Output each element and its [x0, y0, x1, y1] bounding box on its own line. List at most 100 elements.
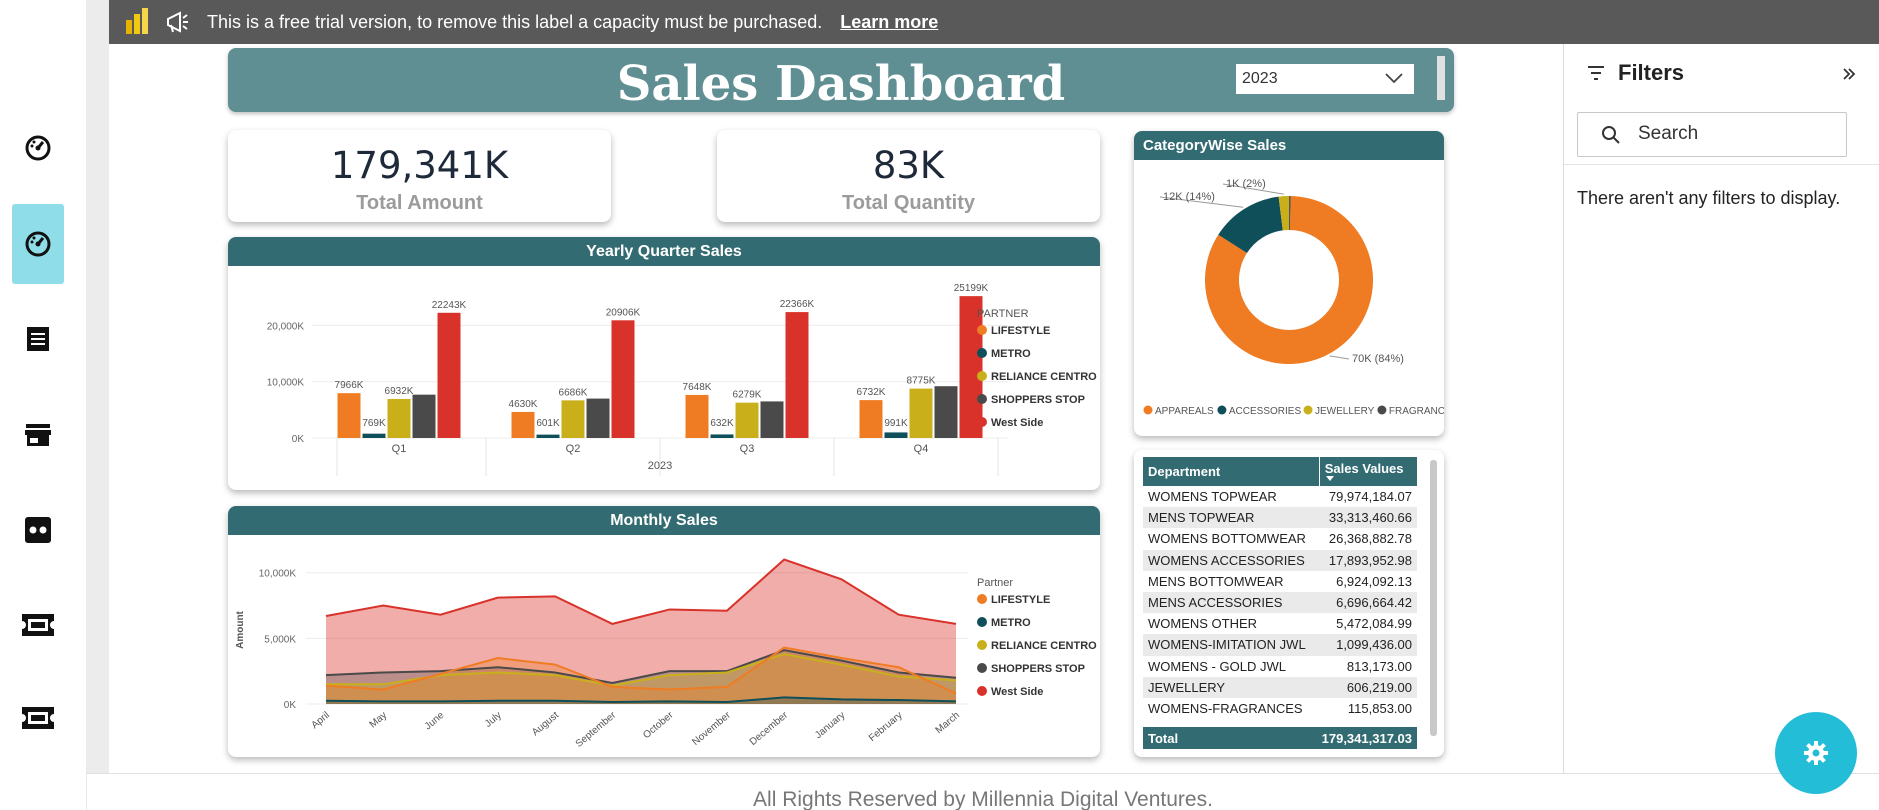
sort-descending-icon — [1325, 476, 1334, 481]
sales-value-cell: 115,853.00 — [1347, 700, 1412, 716]
footer-text: All Rights Reserved by Millennia Digital… — [753, 788, 1213, 810]
department-cell: MENS ACCESSORIES — [1143, 591, 1320, 614]
legend-label: RELIANCE CENTRO — [991, 371, 1097, 383]
table-row[interactable]: JEWELLERY 606,219.00 — [1143, 676, 1417, 698]
x-tick-label: March — [934, 710, 962, 736]
y-tick-label: 0K — [292, 434, 305, 445]
x-tick-label: Q3 — [740, 443, 755, 455]
kpi-value: 179,341K — [330, 144, 509, 187]
kpi-value: 83K — [872, 144, 945, 187]
filters-title: Filters — [1618, 60, 1685, 85]
nav-sales-dashboard-button[interactable] — [12, 204, 64, 284]
data-label: 8775K — [907, 376, 936, 387]
page-footer: All Rights Reserved by Millennia Digital… — [87, 773, 1879, 810]
x-tick-label: October — [641, 709, 676, 741]
bar — [337, 393, 361, 438]
table-row[interactable]: MENS BOTTOMWEAR 6,924,092.13 — [1143, 571, 1417, 592]
nav-dots-button[interactable] — [12, 490, 64, 570]
data-label: 6732K — [857, 387, 886, 398]
legend-marker — [1303, 405, 1313, 415]
bar — [785, 312, 809, 438]
data-label: 7966K — [335, 380, 364, 391]
legend-marker — [1217, 405, 1227, 415]
bar — [387, 398, 411, 438]
x-tick-label: January — [813, 710, 847, 741]
table-total-row: Total 179,341,317.03 — [1143, 727, 1417, 749]
dashboard-icon — [25, 231, 51, 257]
table-row[interactable]: WOMENS TOPWEAR 79,974,184.07 — [1143, 486, 1417, 507]
slice-label: 1K (2%) — [1226, 178, 1266, 190]
chart-title: Yearly Quarter Sales — [228, 237, 1100, 266]
monthly-sales-chart[interactable]: 0K 5,000K 10,000K Amount April May June July Aug… — [228, 535, 1100, 757]
x-axis-year-label: 2023 — [648, 460, 672, 472]
department-cell: MENS BOTTOMWEAR — [1148, 573, 1284, 589]
legend-label: West Side — [991, 417, 1043, 429]
department-table: Department Sales Values WOMENS TOPWEAR 79… — [1143, 457, 1417, 719]
nav-receipt-button[interactable] — [12, 299, 64, 379]
bar — [859, 400, 883, 438]
table-row[interactable]: WOMENS - GOLD JWL 813,173.00 — [1143, 656, 1417, 677]
bar — [884, 432, 908, 438]
nav-ticket-button-2[interactable] — [12, 678, 64, 758]
legend-label: LIFESTYLE — [991, 594, 1050, 606]
year-dropdown-value: 2023 — [1242, 70, 1278, 87]
learn-more-link[interactable]: Learn more — [840, 11, 939, 32]
bar — [611, 320, 635, 438]
legend-marker — [977, 617, 987, 627]
sales-value-cell: 79,974,184.07 — [1328, 489, 1412, 505]
column-header-department[interactable]: Department — [1143, 457, 1320, 486]
x-tick-label: February — [867, 710, 905, 744]
area-fill — [326, 647, 956, 704]
table-row[interactable]: WOMENS ACCESSORIES 17,893,952.98 — [1143, 549, 1417, 571]
table-row[interactable]: MENS TOPWEAR 33,313,460.66 — [1143, 507, 1417, 529]
data-label: 991K — [884, 418, 908, 429]
donut-slice — [1278, 196, 1290, 231]
department-cell: WOMENS OTHER — [1148, 616, 1258, 632]
bar — [437, 312, 461, 438]
legend-title: Partner — [977, 577, 1013, 589]
ticket-icon — [22, 707, 54, 729]
nav-store-button[interactable] — [12, 395, 64, 475]
sales-value-cell: 5,472,084.99 — [1336, 616, 1412, 632]
kpi-label: Total Amount — [356, 192, 483, 214]
data-label: 22366K — [780, 299, 815, 310]
settings-button[interactable] — [1775, 712, 1857, 794]
category-donut-chart[interactable]: 70K (84%) 12K (14%) 1K (2%) APPAREALS ACCESS… — [1134, 160, 1444, 436]
table-row[interactable]: MENS ACCESSORIES 6,696,664.42 — [1143, 591, 1417, 614]
column-header-sales-values[interactable]: Sales Values — [1318, 457, 1417, 486]
filter-search-input[interactable]: Search — [1577, 112, 1847, 157]
filters-empty-message: There aren't any filters to display. — [1577, 188, 1841, 208]
header-scrollbar[interactable] — [1437, 56, 1445, 100]
data-label: 6279K — [733, 390, 762, 401]
donut-slice — [1205, 196, 1373, 364]
label-leader-line — [1159, 196, 1244, 208]
nav-ticket-button[interactable] — [12, 585, 64, 665]
department-cell: WOMENS BOTTOMWEAR — [1148, 531, 1306, 547]
nav-dashboard-button[interactable] — [12, 108, 64, 188]
donut-slice — [1289, 196, 1291, 231]
collapse-pane-icon[interactable] — [1841, 66, 1857, 82]
x-tick-label: September — [574, 709, 619, 749]
table-row[interactable]: WOMENS BOTTOMWEAR 26,368,882.78 — [1143, 528, 1417, 549]
series-line — [325, 558, 957, 625]
year-dropdown[interactable]: 2023 — [1236, 64, 1414, 94]
data-label: 632K — [710, 418, 734, 429]
ticket-icon — [22, 614, 54, 636]
sales-value-cell: 813,173.00 — [1346, 658, 1412, 674]
legend-label: RELIANCE CENTRO — [991, 640, 1097, 652]
table-scrollbar[interactable] — [1430, 460, 1437, 736]
legend-marker — [1143, 405, 1153, 415]
bar — [959, 296, 983, 438]
column-header-label: Sales Values — [1324, 461, 1404, 476]
left-rail — [0, 0, 87, 810]
table-row[interactable]: WOMENS OTHER 5,472,084.99 — [1143, 613, 1417, 634]
table-row[interactable]: WOMENS-IMITATION JWL 1,099,436.00 — [1143, 634, 1417, 656]
y-tick-label: 0K — [284, 700, 297, 711]
sales-value-cell: 6,696,664.42 — [1319, 591, 1417, 614]
legend-label: APPAREALS — [1155, 406, 1214, 417]
table-row[interactable]: WOMENS-FRAGRANCES 115,853.00 — [1143, 698, 1417, 719]
x-tick-label: December — [748, 709, 791, 748]
dashboard-header: Sales Dashboard 2023 — [228, 48, 1454, 112]
yearly-quarter-chart[interactable]: 0K 10,000K 20,000K 7966K 769K 6932K 22243K Q1 46… — [228, 266, 1100, 490]
x-tick-label: Q4 — [914, 443, 929, 455]
